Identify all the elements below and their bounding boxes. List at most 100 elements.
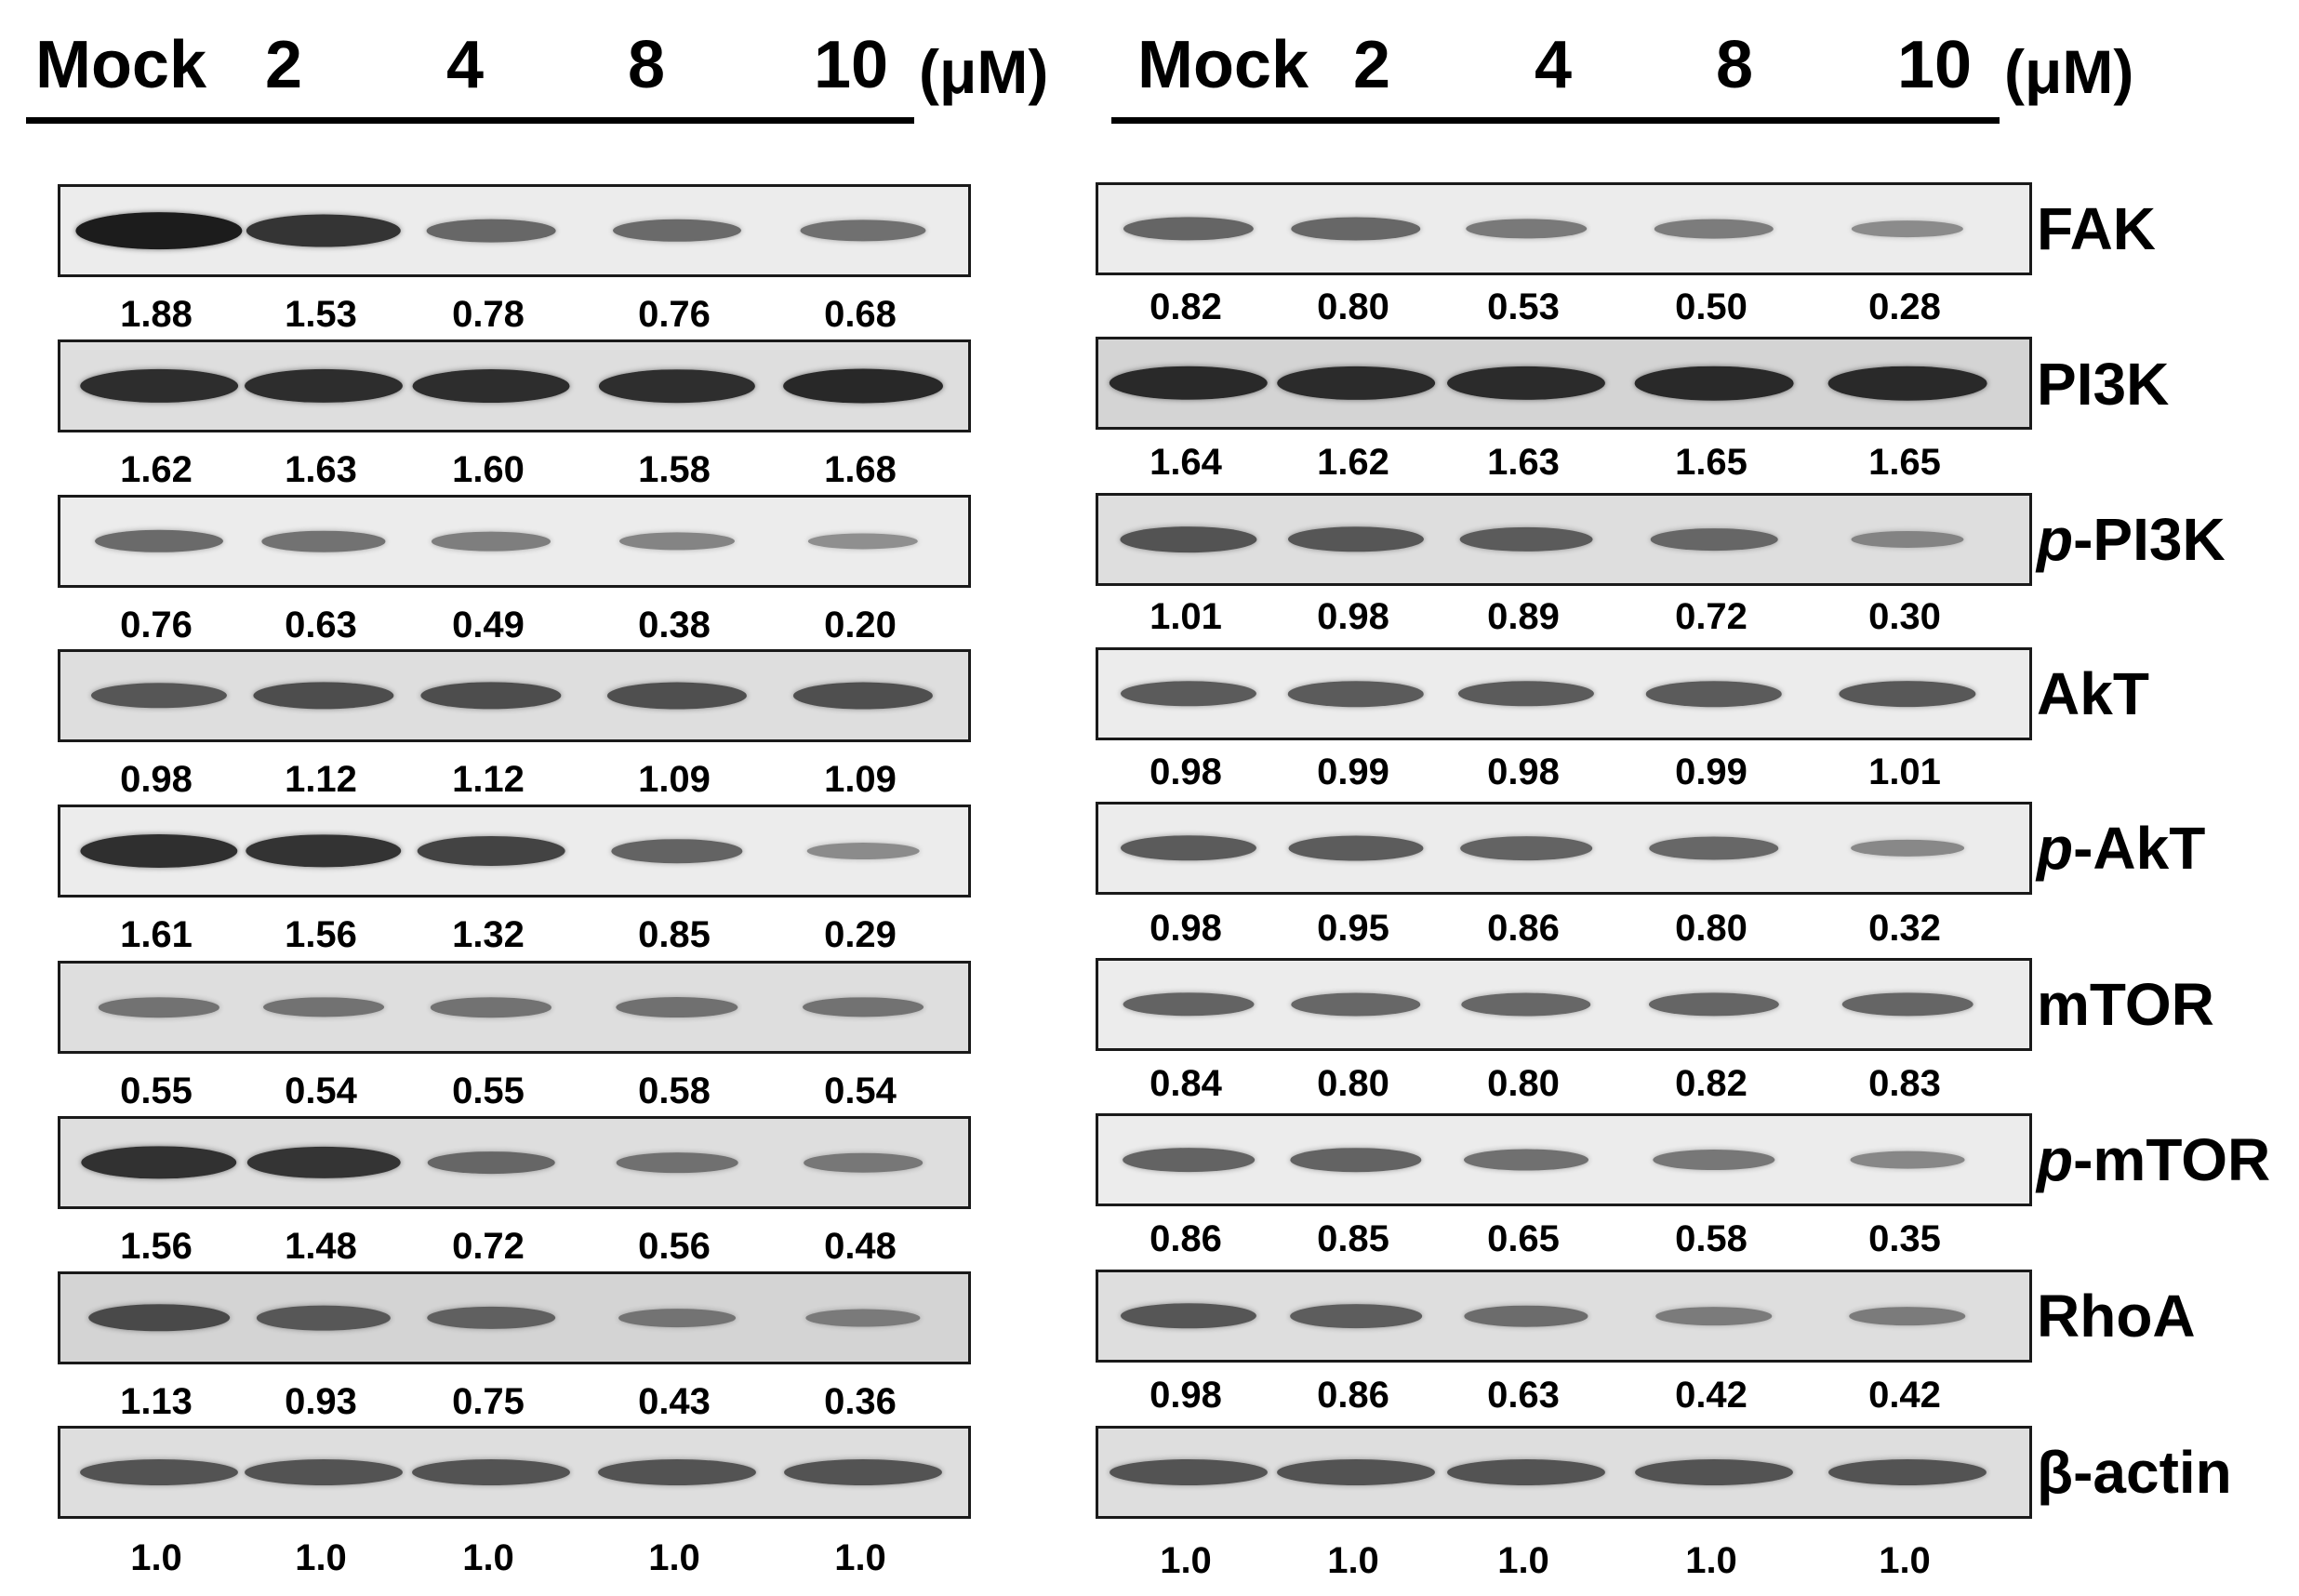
band-intensity-value: 0.99 [1675,751,1748,792]
band-intensity-value: 0.82 [1675,1063,1748,1104]
concentration-label: 2 [1352,28,1391,102]
protein-name: -PI3K [2073,506,2226,573]
band-intensity-value: 0.98 [1150,751,1222,792]
band-intensity-value: 0.93 [285,1381,357,1422]
phospho-prefix: p [2037,815,2074,882]
band-intensity-value: 0.58 [638,1071,711,1111]
protein-band [80,368,238,404]
protein-band [1447,1459,1605,1485]
protein-band [1839,681,1976,707]
protein-band [1291,992,1421,1017]
band-intensity-value: 0.63 [285,605,357,645]
band-intensity-value: 0.83 [1868,1063,1941,1104]
protein-band [1464,1149,1588,1171]
blot-strip [1096,958,2032,1051]
protein-band [1466,219,1587,239]
protein-band [1828,1459,1987,1485]
band-intensity-value: 1.88 [120,294,193,335]
protein-label: PI3K [2037,354,2169,414]
protein-band [1653,1150,1775,1170]
blot-strip [58,495,971,588]
protein-band [263,997,384,1017]
band-intensity-value: 0.55 [452,1071,525,1111]
band-intensity-value: 0.29 [824,914,897,955]
protein-name: AkT [2037,660,2149,727]
protein-band [806,843,920,859]
concentration-label: 10 [813,28,889,102]
protein-band [245,1459,403,1485]
blot-strip [58,339,971,432]
band-intensity-value: 1.09 [824,759,897,800]
band-intensity-value: 0.56 [638,1226,711,1267]
blot-strip [1096,493,2032,586]
protein-band [1464,1305,1588,1327]
protein-band [1648,992,1780,1017]
band-intensity-value: 1.01 [1868,751,1941,792]
concentration-label: 8 [1715,28,1754,102]
band-intensity-value: 1.0 [1879,1540,1931,1581]
band-intensity-value: 1.0 [295,1537,347,1578]
band-intensity-value: 1.58 [638,449,711,490]
protein-band [412,1459,570,1485]
band-intensity-value: 1.12 [452,759,525,800]
protein-band [1655,1307,1773,1325]
band-intensity-value: 0.68 [824,294,897,335]
band-intensity-value: 0.50 [1675,286,1748,327]
band-intensity-value: 1.0 [1327,1540,1379,1581]
protein-band [426,219,556,243]
band-intensity-value: 0.84 [1150,1063,1222,1104]
band-intensity-value: 1.56 [285,914,357,955]
protein-band [1120,835,1257,861]
band-intensity-value: 0.76 [638,294,711,335]
header-underline [26,117,914,124]
protein-band [1827,366,1987,401]
blot-strip [58,184,971,277]
left-blot-panel: Mock 2 4 8 10 (μM) 1.88 1.53 0.78 0.76 0.68 1.62 1.6… [0,0,1070,1596]
band-intensity-value: 0.95 [1317,908,1389,949]
band-intensity-value: 0.53 [1487,286,1560,327]
blot-strip [1096,337,2032,430]
blot-strip [58,649,971,742]
protein-band [611,839,743,863]
band-intensity-value: 0.55 [120,1071,193,1111]
band-intensity-value: 1.48 [285,1226,357,1267]
protein-label: RhoA [2037,1286,2196,1346]
protein-name: -AkT [2073,815,2206,882]
blot-strip [1096,647,2032,740]
band-intensity-value: 0.72 [1675,596,1748,637]
concentration-header: Mock 2 4 8 10 (μM) [1070,28,2299,130]
protein-band [1649,836,1779,860]
band-intensity-value: 1.68 [824,449,897,490]
band-intensity-value: 0.49 [452,605,525,645]
band-intensity-value: 0.30 [1868,596,1941,637]
blot-strip [1096,802,2032,895]
protein-band [412,369,570,403]
blot-strip [58,1271,971,1364]
protein-band [1290,1148,1422,1172]
band-intensity-value: 0.76 [120,605,193,645]
protein-band [616,997,738,1017]
protein-band [1459,526,1593,552]
protein-name: FAK [2037,195,2156,262]
protein-band [800,219,926,242]
band-intensity-value: 0.63 [1487,1375,1560,1416]
phospho-prefix: p [2037,506,2074,573]
protein-band [1446,366,1606,401]
concentration-label: 2 [264,28,303,102]
protein-band [246,834,402,868]
protein-label: FAK [2037,199,2156,259]
protein-band [1851,220,1964,237]
protein-band [430,997,552,1017]
band-intensity-value: 0.36 [824,1381,897,1422]
header-underline [1111,117,2000,124]
protein-band [616,1152,738,1173]
band-intensity-value: 0.72 [452,1226,525,1267]
band-intensity-value: 0.65 [1487,1218,1560,1259]
band-intensity-value: 0.42 [1868,1375,1941,1416]
protein-band [90,683,228,709]
band-intensity-value: 1.62 [1317,442,1389,483]
band-intensity-value: 1.0 [1160,1540,1212,1581]
band-intensity-value: 1.63 [285,449,357,490]
concentration-label: 10 [1896,28,1973,102]
protein-band [1457,681,1595,707]
